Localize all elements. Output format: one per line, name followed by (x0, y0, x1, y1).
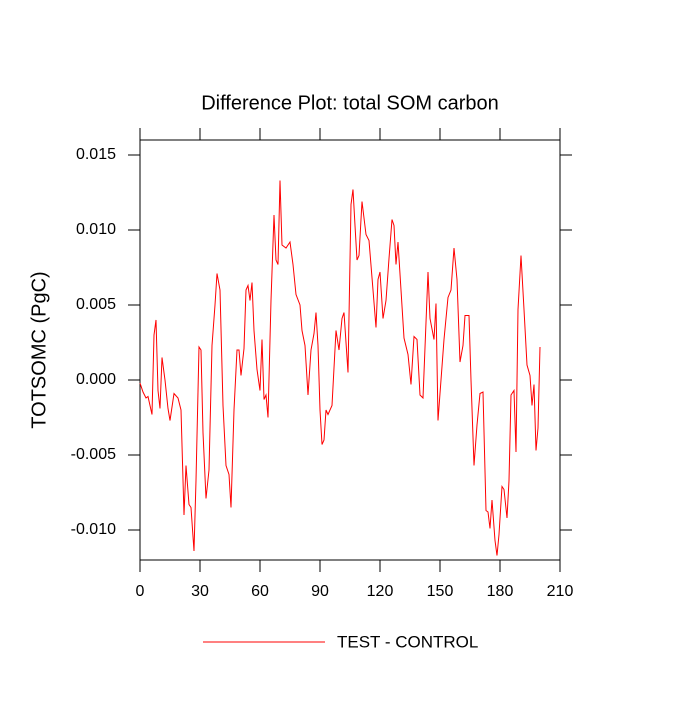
chart-title: Difference Plot: total SOM carbon (201, 92, 499, 114)
y-tick-label: -0.010 (71, 521, 116, 538)
x-tick-label: 0 (136, 583, 145, 600)
plot-frame (139, 139, 561, 561)
y-tick-label: 0.000 (76, 371, 116, 388)
y-axis-label: TOTSOMC (PgC) (28, 271, 50, 428)
x-tick-label: 30 (191, 583, 209, 600)
x-tick-label: 120 (367, 583, 394, 600)
y-tick-label: 0.015 (76, 146, 116, 163)
x-tick-label: 180 (487, 583, 514, 600)
x-tick-label: 60 (251, 583, 269, 600)
x-tick-label: 90 (311, 583, 329, 600)
y-tick-label: 0.010 (76, 221, 116, 238)
legend-label: TEST - CONTROL (337, 632, 478, 651)
x-tick-label: 150 (427, 583, 454, 600)
x-tick-label: 210 (547, 583, 574, 600)
y-tick-label: -0.005 (71, 446, 116, 463)
y-tick-label: 0.005 (76, 296, 116, 313)
data-line (139, 180, 541, 556)
